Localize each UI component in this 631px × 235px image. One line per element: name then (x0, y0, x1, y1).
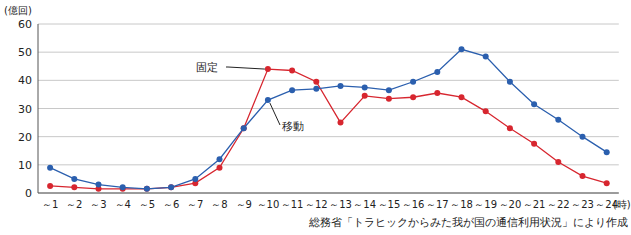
series-point (459, 46, 465, 52)
y-axis-label: (億回) (4, 5, 32, 16)
y-tick-label: 30 (18, 103, 32, 116)
series-point (531, 101, 537, 107)
x-tick-label: ～10 (257, 199, 280, 210)
series-point (459, 94, 465, 100)
y-axis (38, 24, 39, 193)
series-point (289, 67, 295, 73)
x-tick-label: ～8 (211, 199, 227, 210)
series-point (71, 176, 77, 182)
grid-line (38, 24, 619, 25)
y-tick-label: 60 (18, 18, 32, 31)
x-tick-label: ～9 (236, 199, 252, 210)
series-point (71, 184, 77, 190)
series-point (47, 165, 53, 171)
series-point (96, 182, 102, 188)
x-tick-label: ～4 (115, 199, 131, 210)
x-tick-label: ～18 (450, 199, 473, 210)
series-point (192, 176, 198, 182)
series-point (265, 66, 271, 72)
series-point (483, 108, 489, 114)
x-tick-label: ～6 (163, 199, 179, 210)
series-point (604, 180, 610, 186)
series-point (507, 79, 513, 85)
grid-line (38, 193, 619, 194)
x-tick-label: ～7 (187, 199, 203, 210)
series-point (555, 117, 561, 123)
x-tick-label: ～12 (305, 199, 328, 210)
x-tick-label: ～11 (281, 199, 304, 210)
series-point (386, 87, 392, 93)
series-point (265, 97, 271, 103)
grid-line (38, 80, 619, 81)
series-point (338, 120, 344, 126)
x-axis (38, 193, 619, 194)
series-point (144, 186, 150, 192)
grid-line (38, 164, 619, 165)
plot-area (47, 46, 610, 191)
series-label: 固定 (196, 61, 218, 74)
series-point (168, 184, 174, 190)
callout-line (226, 67, 265, 69)
series-point (483, 53, 489, 59)
series-point (555, 159, 561, 165)
source: 総務省「トラヒックからみた我が国の通信利用状況」により作成 (308, 216, 628, 229)
series-point (313, 86, 319, 92)
x-tick-label: ～2 (66, 199, 82, 210)
series-point (410, 79, 416, 85)
y-tick-label: 10 (18, 159, 32, 172)
y-tick-label: 40 (18, 74, 32, 87)
x-tick-label: ～1 (42, 199, 58, 210)
series-point (120, 184, 126, 190)
x-tick-label: ～22 (547, 199, 570, 210)
x-tick-label: ～16 (402, 199, 425, 210)
series-point (289, 87, 295, 93)
x-tick-label: ～23 (571, 199, 594, 210)
y-tick-label: 50 (18, 46, 32, 59)
x-tick-label: ～15 (378, 199, 401, 210)
series-point (507, 125, 513, 131)
series-point (217, 156, 223, 162)
x-tick-label: ～21 (523, 199, 546, 210)
series-point (313, 79, 319, 85)
x-tick-label: ～14 (353, 199, 376, 210)
series-point (241, 125, 247, 131)
chart: 0102030405060(億回)～1～2～3～4～5～6～7～8～9～10～1… (0, 0, 631, 235)
series-point (217, 165, 223, 171)
x-axis-label: (時) (613, 199, 631, 210)
series-point (386, 96, 392, 102)
series-point (241, 125, 247, 131)
y-tick-label: 20 (18, 131, 32, 144)
series-label: 移動 (282, 120, 304, 133)
series-point (144, 186, 150, 192)
x-tick-label: ～19 (474, 199, 497, 210)
series-point (47, 183, 53, 189)
x-tick-label: ～3 (90, 199, 106, 210)
series-point (434, 90, 440, 96)
grid-line (38, 52, 619, 53)
series-point (604, 149, 610, 155)
y-tick-label: 0 (25, 187, 32, 200)
series-point (434, 69, 440, 75)
series-line (50, 49, 607, 188)
grid-line (38, 136, 619, 137)
grid-line (38, 108, 619, 109)
x-tick-label: ～20 (499, 199, 522, 210)
callout-line (270, 103, 280, 125)
x-tick-label: ～17 (426, 199, 449, 210)
series-point (338, 83, 344, 89)
series-point (410, 94, 416, 100)
series-point (362, 84, 368, 90)
series-point (580, 173, 586, 179)
series-point (168, 184, 174, 190)
series-point (531, 141, 537, 147)
x-tick-label: ～13 (329, 199, 352, 210)
series-point (580, 134, 586, 140)
x-tick-label: ～5 (139, 199, 155, 210)
series-point (362, 93, 368, 99)
